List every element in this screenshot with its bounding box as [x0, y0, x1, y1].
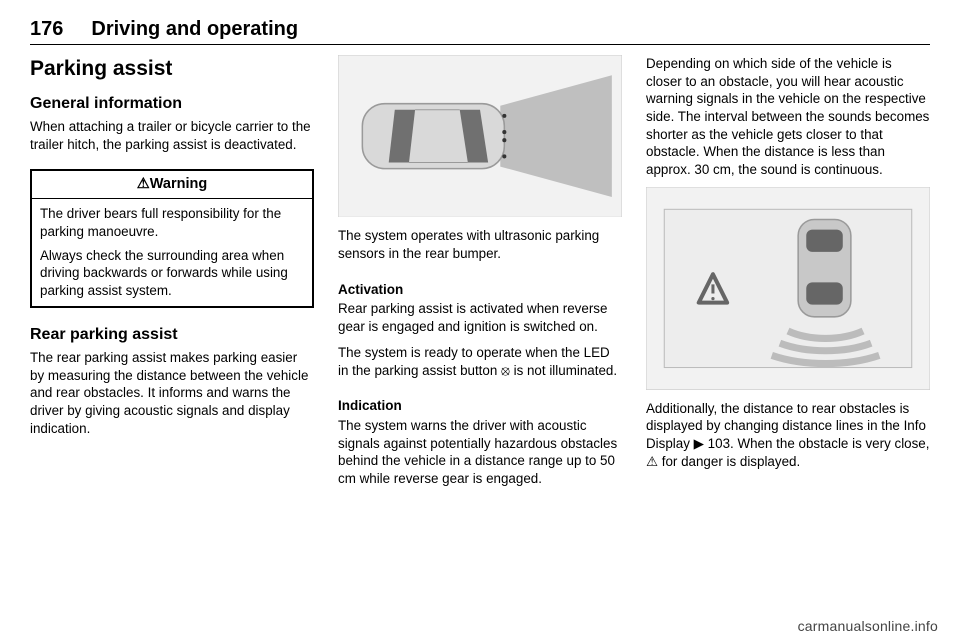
paragraph: Depending on which side of the vehicle i… [646, 55, 930, 179]
subheading-general-info: General information [30, 93, 314, 114]
paragraph: The system operates with ultrasonic park… [338, 227, 622, 262]
warning-icon: ⚠ [137, 176, 150, 192]
warning-title: ⚠Warning [32, 171, 312, 199]
column-3: Depending on which side of the vehicle i… [646, 55, 930, 642]
paragraph: When attaching a trailer or bicycle carr… [30, 118, 314, 153]
content-columns: Parking assist General information When … [30, 55, 930, 642]
section-title: Parking assist [30, 55, 314, 83]
text-run: is not illuminated. [510, 363, 617, 378]
column-2: The system operates with ultrasonic park… [338, 55, 622, 642]
column-1: Parking assist General information When … [30, 55, 314, 642]
manual-page: 176 Driving and operating Parking assist… [0, 0, 960, 642]
parking-assist-button-icon: ⦻ [501, 363, 510, 378]
chapter-title: Driving and operating [91, 18, 298, 41]
paragraph: The system warns the driver with acousti… [338, 417, 622, 488]
page-header: 176 Driving and operating [30, 18, 930, 45]
paragraph: The system is ready to operate when the … [338, 344, 622, 379]
warning-label: Warning [150, 176, 207, 192]
figure-display-distance-warning [646, 187, 930, 390]
warning-text: The driver bears full responsibility for… [40, 205, 304, 240]
page-number: 176 [30, 18, 63, 41]
subheading-activation: Activation [338, 281, 622, 299]
text-run: . When the obstacle is very close, [730, 436, 929, 451]
subheading-indication: Indication [338, 397, 622, 415]
page-reference: 103 [704, 436, 730, 451]
sensor-cone-svg [338, 55, 622, 217]
paragraph: Rear parking assist is activated when re… [338, 300, 622, 335]
warning-box: ⚠Warning The driver bears full responsib… [30, 169, 314, 308]
danger-icon: ⚠ [646, 454, 658, 469]
reference-icon: ▶ [694, 436, 704, 451]
paragraph: The rear parking assist makes parking ea… [30, 349, 314, 437]
text-run: for danger is displayed. [658, 454, 800, 469]
warning-text: Always check the surrounding area when d… [40, 247, 304, 300]
warning-body: The driver bears full responsibility for… [32, 199, 312, 305]
footer-url: carmanualsonline.info [798, 618, 938, 634]
display-svg [646, 187, 930, 390]
figure-top-view-sensor-cone [338, 55, 622, 217]
paragraph: Additionally, the distance to rear obsta… [646, 400, 930, 471]
subheading-rear-parking: Rear parking assist [30, 324, 314, 345]
